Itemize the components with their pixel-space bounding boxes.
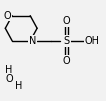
Text: O: O	[5, 74, 13, 84]
Text: H: H	[15, 81, 22, 91]
Text: O: O	[4, 11, 11, 21]
Text: H: H	[5, 65, 13, 75]
Text: O: O	[63, 56, 71, 66]
Text: S: S	[64, 36, 70, 46]
Text: N: N	[29, 36, 37, 46]
Text: OH: OH	[85, 36, 100, 46]
Text: O: O	[63, 16, 71, 26]
